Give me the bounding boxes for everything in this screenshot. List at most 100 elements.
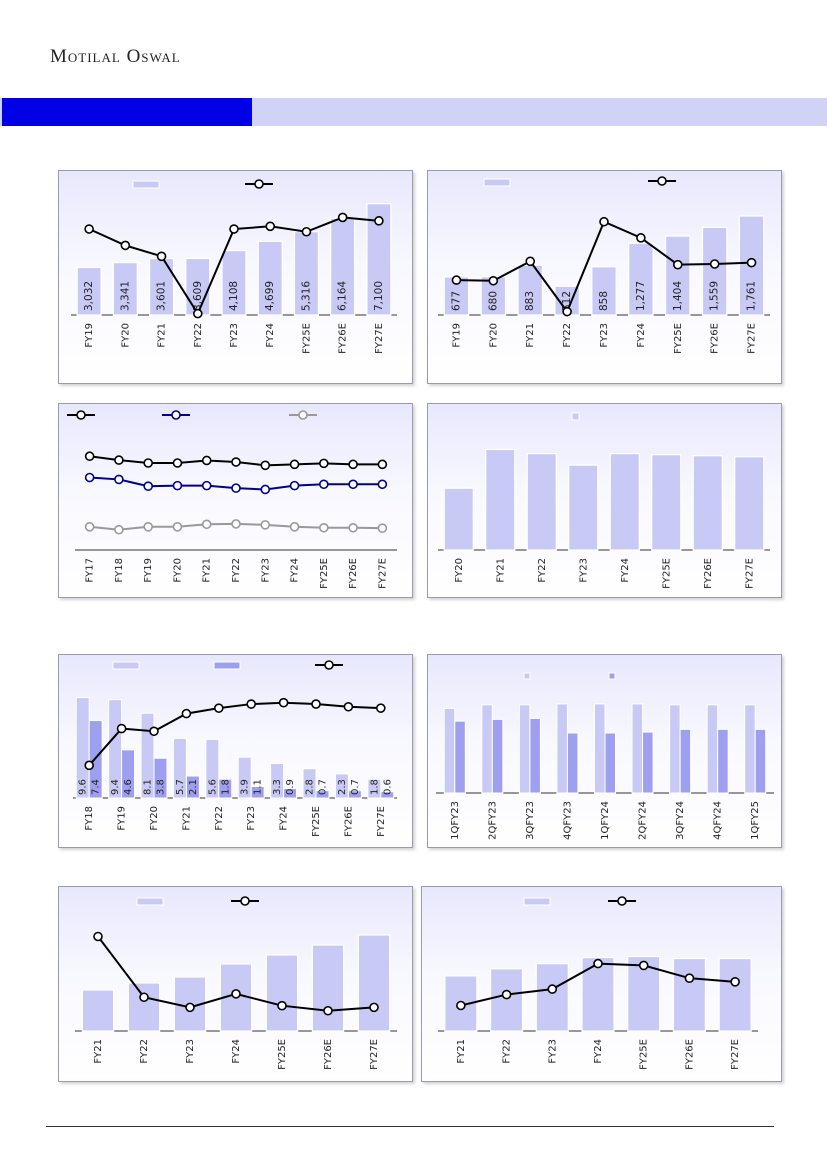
chart-6-svg: 1QFY23 2QFY23 3QFY23 4QFY23 1QFY24 2QFY24 3QFY… <box>436 672 774 840</box>
growth-point <box>231 989 241 999</box>
x-tick-label: FY20 <box>120 323 131 348</box>
legend-bar-swatch <box>136 897 164 906</box>
x-tick-label: 2QFY24 <box>638 801 649 840</box>
series-3-point <box>201 519 212 530</box>
growth-point <box>229 224 239 234</box>
series-1-point <box>143 458 153 468</box>
x-tick-label: FY25E <box>311 806 322 837</box>
legend-series-2-swatch <box>608 672 616 680</box>
growth-point <box>525 256 536 267</box>
data-label: 5,316 <box>300 281 312 311</box>
bar-series-1 <box>518 704 531 794</box>
x-tick-label: FY25E <box>277 1039 288 1070</box>
growth-point <box>192 308 203 319</box>
x-tick-label: FY26E <box>343 806 354 837</box>
legend-series-1-marker <box>76 410 86 420</box>
series-3-point <box>231 519 241 529</box>
chart-panel-2: 677 FY19 680 FY20 883 FY21 512 FY22 858 FY23 1,277… <box>427 170 782 384</box>
data-label: 1,277 <box>635 281 647 311</box>
bar-series-1 <box>706 704 719 794</box>
growth-point <box>488 275 499 286</box>
bar <box>734 456 765 551</box>
x-tick-label: FY24 <box>620 558 631 583</box>
series-2-point <box>201 480 212 491</box>
series-2-point <box>289 480 300 491</box>
growth-point <box>547 984 558 994</box>
ratio-point <box>343 701 354 712</box>
data-label: 7,100 <box>373 281 385 311</box>
data-label: 5.6 <box>207 779 218 795</box>
chart-8-svg: FY21 FY22 FY23 FY24 FY25E FY26E FY27E <box>438 896 758 1070</box>
data-label: 3.8 <box>155 779 166 795</box>
x-tick-label: FY25E <box>661 558 672 589</box>
data-label: 3,341 <box>119 281 131 311</box>
legend-line-marker <box>657 176 667 186</box>
series-1-point <box>201 455 212 466</box>
bar-series-1 <box>556 703 568 794</box>
bar <box>665 235 691 316</box>
bar <box>568 464 599 551</box>
legend-line-marker <box>324 660 334 670</box>
ratio-point <box>149 726 159 737</box>
x-tick-label: FY22 <box>502 1039 513 1064</box>
bar-series-2 <box>454 720 466 794</box>
bar <box>526 453 557 551</box>
bar-series-1 <box>481 704 493 794</box>
legend-series-1-swatch <box>112 661 140 670</box>
bar-series-2 <box>185 775 200 799</box>
ratio-point <box>116 723 127 734</box>
x-tick-label: 2QFY23 <box>487 801 498 840</box>
growth-point <box>84 224 94 234</box>
x-tick-label: FY23 <box>260 558 271 583</box>
x-tick-label: FY22 <box>562 323 573 348</box>
bar-series-1 <box>270 762 285 799</box>
x-tick-label: FY22 <box>537 558 548 583</box>
growth-point <box>323 1005 333 1016</box>
series-1-point <box>260 460 271 471</box>
x-tick-label: FY23 <box>185 1039 196 1064</box>
bar <box>257 240 283 316</box>
x-tick-label: FY21 <box>181 806 192 831</box>
bar-series-1 <box>443 707 456 794</box>
bar <box>311 944 345 1032</box>
bar-series-2 <box>121 749 136 799</box>
series-2-point <box>260 484 271 495</box>
chart-2-svg: 677FY19680FY20883FY21512FY22858FY231,277… <box>438 176 770 354</box>
bar <box>443 487 474 551</box>
chart-panel-5: 9.6 7.4 FY18 9.4 4.6 FY19 8.1 3.8 FY20 5.7 2.1 FY21… <box>58 654 413 848</box>
growth-point <box>120 240 131 251</box>
chart-7-svg: FY21 FY22 FY23 FY24 FY25E FY26E FY27E <box>75 896 397 1070</box>
legend-series-2-swatch <box>213 661 241 670</box>
x-tick-label: FY19 <box>143 558 154 583</box>
growth-point <box>337 212 348 223</box>
data-label: 883 <box>524 291 536 311</box>
ratio-point <box>375 703 386 713</box>
bar <box>581 956 615 1032</box>
x-tick-label: 3QFY23 <box>525 801 536 840</box>
chart-1-svg: 3,032 FY19 3,341 FY20 3,601 FY21 3,609 FY22 4,10… <box>71 179 397 354</box>
bar-series-2 <box>679 728 692 794</box>
legend-series-2-marker <box>171 410 181 420</box>
data-label: 680 <box>487 291 499 311</box>
growth-point <box>456 1000 466 1011</box>
bar-series-1 <box>334 773 349 799</box>
series-1-point <box>114 455 124 465</box>
chart-panel-1: 3,032 FY19 3,341 FY20 3,601 FY21 3,609 FY22 4,10… <box>58 170 413 384</box>
growth-point <box>185 1002 195 1013</box>
bar-series-1 <box>631 703 644 794</box>
growth-point <box>301 226 312 237</box>
series-2-point <box>172 480 183 491</box>
x-tick-label: FY21 <box>202 558 213 583</box>
ratio-point <box>311 699 321 709</box>
chart-panel-8: FY21 FY22 FY23 FY24 FY25E FY26E FY27E <box>421 886 782 1082</box>
growth-point <box>746 257 757 268</box>
data-label: 0.7 <box>317 779 328 795</box>
growth-point <box>638 960 649 971</box>
x-tick-label: FY27E <box>374 323 385 354</box>
series-3-point <box>377 523 388 533</box>
data-label: 4.6 <box>123 779 134 795</box>
bar <box>651 454 682 551</box>
data-label: 1.8 <box>220 779 231 795</box>
x-tick-label: FY26E <box>348 558 359 589</box>
growth-point <box>730 977 740 987</box>
